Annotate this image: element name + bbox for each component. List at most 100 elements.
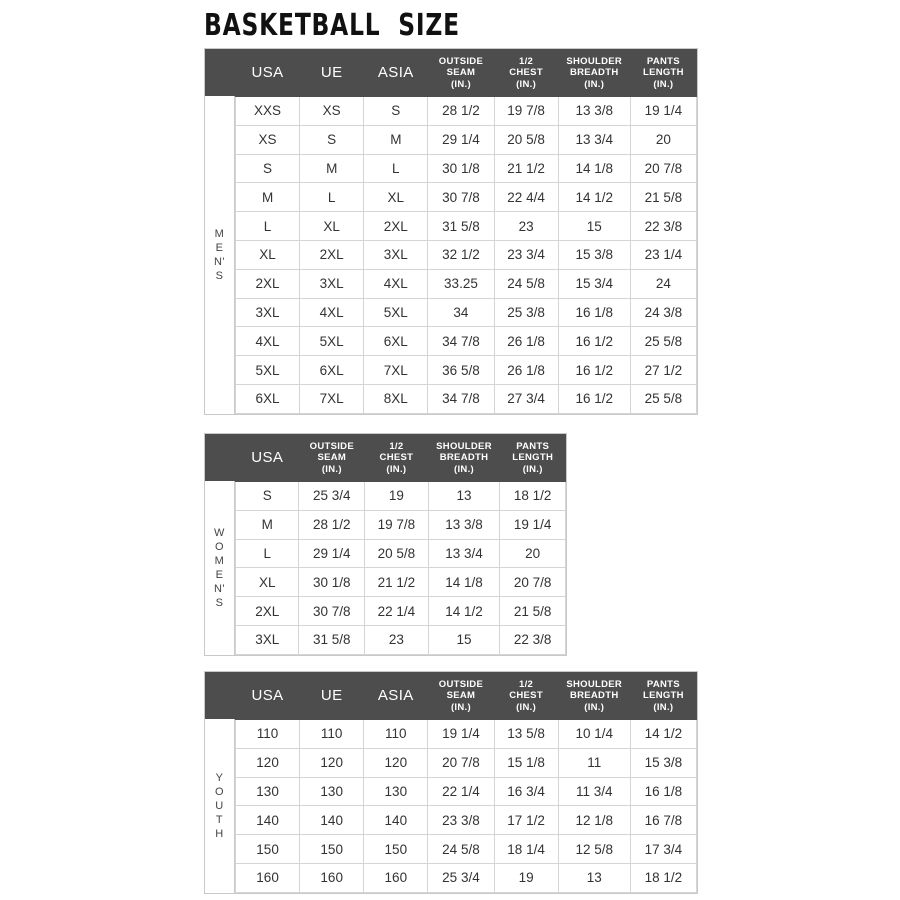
table-row: 3XL 31 5/8 23 15 22 3/8 (234, 624, 566, 655)
table-cell: 3XL (234, 297, 301, 328)
youth-table: USA UE ASIA OUTSIDE SEAM (IN.) 1/2 CHEST… (234, 672, 698, 893)
col-header-ue: UE (299, 672, 365, 720)
table-row: M L XL 30 7/8 22 4/4 14 1/2 21 5/8 (234, 182, 698, 213)
table-cell: 36 5/8 (427, 355, 495, 385)
womens-table-body: S 25 3/4 19 13 18 1/2 M 28 1/2 19 7/8 13 3/8 19 1… (234, 481, 566, 655)
group-label-mens-text: M E N' S (213, 227, 226, 282)
table-cell: 15 3/4 (557, 268, 631, 299)
table-cell: 25 3/8 (493, 297, 559, 328)
table-cell: 17 3/4 (629, 834, 698, 864)
table-row: XXS XS S 28 1/2 19 7/8 13 3/8 19 1/4 (234, 96, 698, 126)
table-cell: 21 5/8 (499, 596, 566, 626)
table-cell: 23 (364, 624, 429, 655)
table-cell: 31 5/8 (427, 211, 495, 241)
table-cell: XL (234, 567, 300, 598)
group-label-mens: M E N' S (205, 49, 235, 414)
table-cell: 140 (299, 805, 365, 836)
table-cell: 24 3/8 (629, 297, 698, 328)
table-cell: 26 1/8 (493, 355, 559, 385)
col-header-half-chest: 1/2 CHEST (IN.) (364, 434, 429, 482)
table-cell: M (299, 153, 365, 184)
table-cell: 10 1/4 (557, 719, 631, 749)
table-cell: 33.25 (427, 268, 495, 299)
table-cell: 27 3/4 (493, 383, 559, 414)
table-row: 4XL 5XL 6XL 34 7/8 26 1/8 16 1/2 25 5/8 (234, 326, 698, 357)
table-cell: 16 3/4 (493, 776, 559, 807)
table-cell: 11 3/4 (557, 776, 631, 807)
header-strip-spacer (205, 434, 235, 481)
table-cell: L (363, 153, 429, 184)
table-header-row: USA UE ASIA OUTSIDE SEAM (IN.) 1/2 CHEST… (234, 672, 698, 720)
table-cell: 19 1/4 (427, 719, 495, 749)
col-header-half-chest: 1/2 CHEST (IN.) (493, 672, 559, 720)
table-cell: 23 3/8 (427, 805, 495, 836)
table-row: 2XL 30 7/8 22 1/4 14 1/2 21 5/8 (234, 596, 566, 626)
col-header-shoulder-breadth: SHOULDER BREADTH (IN.) (427, 434, 501, 482)
header-strip-spacer (205, 672, 235, 719)
table-cell: 15 (427, 624, 501, 655)
table-cell: XS (234, 124, 301, 155)
table-cell: 13 3/8 (427, 509, 501, 540)
table-cell: 5XL (363, 297, 429, 328)
table-cell: 21 1/2 (364, 567, 429, 598)
col-header-pants-length: PANTS LENGTH (IN.) (499, 434, 566, 482)
table-cell: 23 (493, 211, 559, 241)
table-cell: 31 5/8 (298, 624, 366, 655)
table-cell: 29 1/4 (298, 538, 366, 569)
table-cell: 160 (363, 862, 429, 893)
table-cell: 12 5/8 (557, 834, 631, 864)
table-cell: 30 7/8 (427, 182, 495, 213)
womens-table: USA OUTSIDE SEAM (IN.) 1/2 CHEST (IN.) S… (234, 434, 566, 655)
youth-table-body: 110 110 110 19 1/4 13 5/8 10 1/4 14 1/2 120 120 1… (234, 719, 698, 893)
table-row: 140 140 140 23 3/8 17 1/2 12 1/8 16 7/8 (234, 805, 698, 836)
table-row: 5XL 6XL 7XL 36 5/8 26 1/8 16 1/2 27 1/2 (234, 355, 698, 385)
table-cell: 13 3/8 (557, 96, 631, 126)
col-header-pants-length: PANTS LENGTH (IN.) (629, 672, 698, 720)
col-header-asia: ASIA (363, 672, 429, 720)
table-cell: 14 1/8 (557, 153, 631, 184)
table-cell: 130 (299, 776, 365, 807)
table-cell: 30 7/8 (298, 596, 366, 626)
table-cell: 16 1/2 (557, 326, 631, 357)
table-cell: 3XL (234, 624, 300, 655)
table-cell: 22 3/8 (499, 624, 566, 655)
table-cell: 24 (629, 268, 698, 299)
table-cell: S (234, 481, 300, 511)
table-row: XL 2XL 3XL 32 1/2 23 3/4 15 3/8 23 1/4 (234, 239, 698, 270)
table-cell: 25 5/8 (629, 383, 698, 414)
table-row: 6XL 7XL 8XL 34 7/8 27 3/4 16 1/2 25 5/8 (234, 383, 698, 414)
table-cell: 19 1/4 (629, 96, 698, 126)
table-cell: 6XL (299, 355, 365, 385)
table-cell: 28 1/2 (427, 96, 495, 126)
col-header-outside-seam: OUTSIDE SEAM (IN.) (427, 49, 495, 97)
table-cell: 15 1/8 (493, 747, 559, 778)
table-cell: 16 7/8 (629, 805, 698, 836)
table-cell: 150 (299, 834, 365, 864)
table-cell: 110 (234, 719, 301, 749)
col-header-usa: USA (234, 672, 301, 720)
table-cell: 12 1/8 (557, 805, 631, 836)
table-cell: L (299, 182, 365, 213)
table-row: 2XL 3XL 4XL 33.25 24 5/8 15 3/4 24 (234, 268, 698, 299)
table-cell: 5XL (299, 326, 365, 357)
table-row: M 28 1/2 19 7/8 13 3/8 19 1/4 (234, 509, 566, 540)
table-cell: 160 (299, 862, 365, 893)
table-row: L XL 2XL 31 5/8 23 15 22 3/8 (234, 211, 698, 241)
table-cell: 22 1/4 (427, 776, 495, 807)
table-cell: 20 (629, 124, 698, 155)
size-table-womens: W O M E N' S USA OUTSIDE SEAM (IN.) 1/2 … (204, 433, 567, 656)
table-cell: 5XL (234, 355, 301, 385)
table-row: 160 160 160 25 3/4 19 13 18 1/2 (234, 862, 698, 893)
table-cell: S (363, 96, 429, 126)
table-cell: 34 (427, 297, 495, 328)
table-row: S M L 30 1/8 21 1/2 14 1/8 20 7/8 (234, 153, 698, 184)
table-cell: 4XL (299, 297, 365, 328)
table-cell: 14 1/2 (427, 596, 501, 626)
table-cell: 4XL (234, 326, 301, 357)
table-header-row: USA UE ASIA OUTSIDE SEAM (IN.) 1/2 CHEST… (234, 49, 698, 97)
table-cell: 2XL (363, 211, 429, 241)
table-cell: 15 3/8 (557, 239, 631, 270)
table-cell: 2XL (234, 596, 300, 626)
table-cell: 16 1/2 (557, 383, 631, 414)
